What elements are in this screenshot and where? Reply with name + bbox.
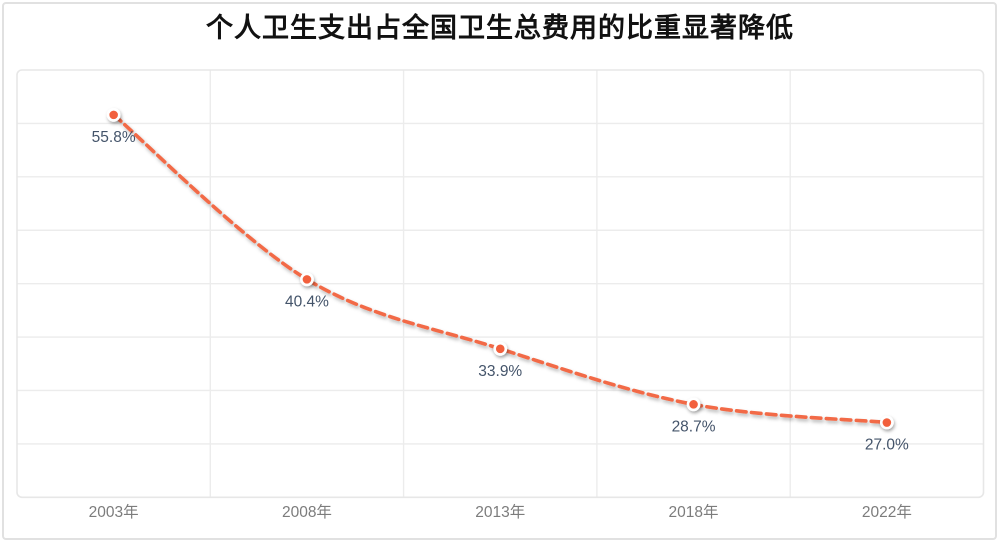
data-label: 40.4%	[285, 293, 329, 310]
x-axis-label: 2018年	[669, 503, 719, 521]
chart-title: 个人卫生支出占全国卫生总费用的比重显著降低	[206, 13, 794, 43]
data-point-marker	[686, 397, 701, 412]
data-label: 33.9%	[478, 363, 522, 380]
x-axis-label: 2003年	[89, 503, 139, 521]
x-axis-label: 2008年	[282, 503, 332, 521]
data-point-marker	[106, 107, 121, 122]
plot-area-border	[16, 69, 985, 499]
data-label: 27.0%	[865, 437, 909, 454]
data-point-marker	[879, 415, 894, 430]
data-point-marker	[493, 341, 508, 356]
x-axis-label: 2022年	[862, 503, 912, 521]
data-label: 55.8%	[92, 129, 136, 146]
data-point-marker	[300, 272, 314, 287]
x-axis-label: 2013年	[475, 503, 525, 521]
data-label: 28.7%	[672, 418, 716, 435]
